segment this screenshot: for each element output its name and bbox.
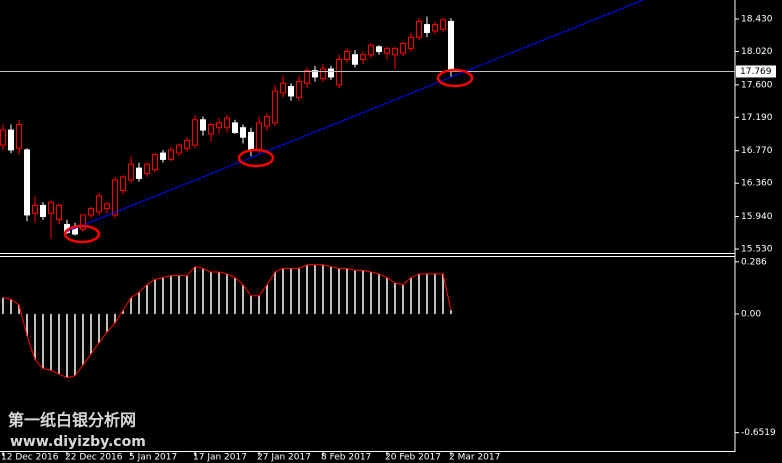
y-tick-label: 17.600 [741, 80, 773, 90]
candle-body [0, 129, 6, 146]
candle-body [136, 167, 142, 179]
candle-body [280, 82, 286, 94]
candle-body [24, 149, 30, 216]
candle-body [392, 47, 398, 56]
candle-body [400, 43, 406, 54]
watermark-text: 第一纸白银分析网 [8, 411, 136, 430]
candle-body [264, 116, 270, 127]
y-tick-label: 0.286 [741, 257, 767, 267]
highlight-circle [63, 224, 101, 244]
x-tick-label: 17 Jan 2017 [193, 453, 247, 463]
x-tick-label: 8 Feb 2017 [321, 453, 371, 463]
candle-body [176, 144, 182, 154]
candle-body [336, 58, 342, 86]
candle-body [32, 204, 38, 214]
candle-body [192, 119, 198, 146]
candle-body [312, 70, 318, 78]
candle-body [432, 24, 438, 32]
signal-line [2, 264, 452, 379]
current-price-label: 17.769 [740, 67, 772, 77]
candle-body [232, 122, 238, 133]
y-tick-label: 15.530 [741, 245, 773, 255]
x-tick-label: 27 Jan 2017 [257, 453, 311, 463]
candle-body [128, 163, 134, 181]
candle-body [8, 129, 14, 151]
candle-body [424, 24, 430, 34]
candle-body [56, 204, 62, 221]
candle-body [208, 124, 214, 135]
candle-body [200, 119, 206, 131]
candle-body [104, 203, 110, 210]
candle-body [288, 85, 294, 97]
candle-body [144, 163, 150, 175]
candle-body [184, 139, 190, 149]
candle-body [224, 117, 230, 129]
candle-body [368, 44, 374, 56]
y-tick-label: -0.6519 [741, 428, 776, 438]
candle-body [80, 214, 86, 230]
y-tick-label: 15.940 [741, 212, 773, 222]
candle-body [296, 81, 302, 99]
y-tick-label: 16.770 [741, 146, 773, 156]
candle-body [256, 122, 262, 151]
candle-body [216, 122, 222, 129]
y-tick-label: 17.190 [741, 113, 773, 123]
candle-body [448, 20, 454, 72]
candle-body [320, 68, 326, 80]
y-tick-label: 18.430 [741, 15, 773, 25]
candle-body [160, 152, 166, 160]
x-tick-label: 2 Mar 2017 [449, 453, 500, 463]
candle-body [384, 47, 390, 54]
highlight-circle [436, 68, 474, 88]
candle-body [40, 204, 46, 218]
candle-body [360, 54, 366, 60]
candle-body [248, 131, 254, 151]
candle-body [240, 127, 246, 138]
candle-body [120, 176, 126, 191]
y-tick-label: 16.360 [741, 179, 773, 189]
candle-body [376, 46, 382, 53]
y-tick-label: 0.00 [741, 309, 761, 319]
candle-body [152, 154, 158, 171]
candle-body [344, 51, 350, 60]
candle-body [48, 201, 54, 214]
candle-body [272, 90, 278, 124]
trendline [66, 0, 644, 233]
x-tick-label: 22 Dec 2016 [65, 453, 123, 463]
candle-body [440, 19, 446, 30]
candle-body [112, 179, 118, 216]
watermark-text: www.diyizby.com [10, 434, 146, 450]
candle-body [328, 68, 334, 78]
x-tick-label: 20 Feb 2017 [385, 453, 441, 463]
watermark: 第一纸白银分析网 www.diyizby.com [8, 411, 146, 451]
candle-body [352, 54, 358, 65]
candle-body [88, 208, 94, 216]
y-tick-label: 18.020 [741, 47, 773, 57]
candle-body [168, 149, 174, 160]
candle-body [16, 124, 22, 149]
candle-body [304, 70, 310, 84]
candle-body [416, 20, 422, 38]
current-price-box [736, 65, 776, 78]
candle-body [96, 195, 102, 213]
x-tick-label: 5 Jan 2017 [129, 453, 177, 463]
x-tick-label: 12 Dec 2016 [1, 453, 59, 463]
candle-body [408, 36, 414, 49]
highlight-circle [237, 148, 275, 168]
